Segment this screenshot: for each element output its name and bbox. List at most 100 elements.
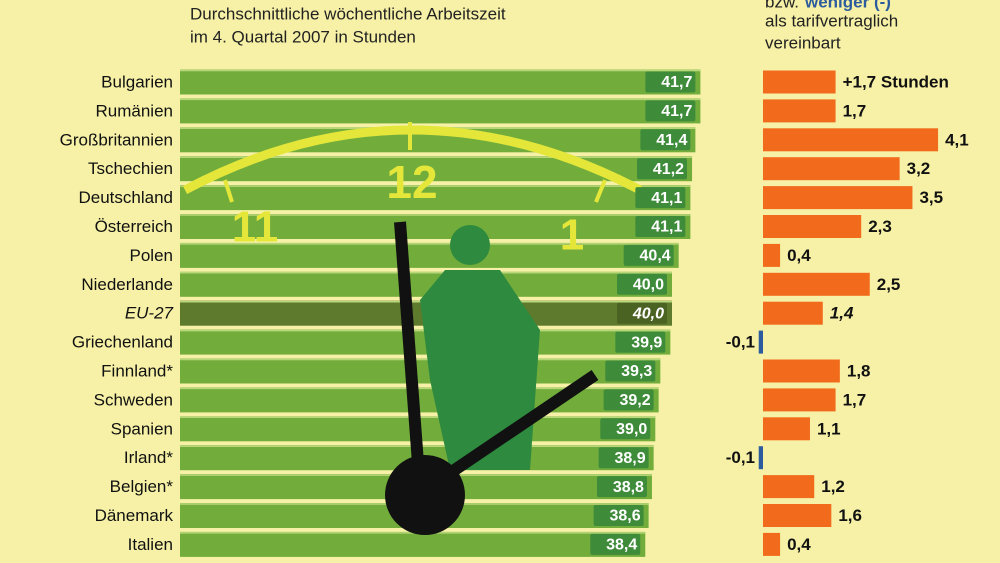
category-label: Deutschland bbox=[78, 188, 173, 207]
value-box bbox=[590, 533, 641, 555]
difference-bar bbox=[763, 186, 913, 210]
value-box bbox=[635, 187, 686, 209]
clock-tick bbox=[223, 179, 234, 203]
clock-number: 12 bbox=[386, 156, 437, 208]
category-label: Finnland* bbox=[101, 361, 173, 380]
category-label: Rumänien bbox=[96, 101, 174, 120]
value-label: 39,0 bbox=[616, 421, 647, 438]
difference-bar bbox=[763, 388, 836, 412]
category-label: Irland* bbox=[124, 448, 174, 467]
value-label: 41,2 bbox=[653, 161, 684, 178]
right-title: weniger (-) bbox=[804, 0, 891, 11]
value-box bbox=[596, 476, 647, 498]
bar bbox=[180, 69, 701, 95]
figure-body bbox=[420, 270, 540, 470]
right-title: als tarifvertraglich bbox=[765, 11, 898, 30]
difference-bar bbox=[758, 446, 763, 470]
clock-tick bbox=[594, 179, 607, 203]
value-label: 38,4 bbox=[606, 537, 637, 554]
difference-label: -0,1 bbox=[726, 448, 755, 467]
category-label: Griechenland bbox=[72, 333, 173, 352]
difference-label: -0,1 bbox=[726, 333, 755, 352]
value-label: 39,9 bbox=[631, 334, 662, 351]
value-box bbox=[615, 331, 666, 353]
clock-center bbox=[385, 455, 465, 535]
chart-title: im 4. Quartal 2007 in Stunden bbox=[190, 27, 416, 46]
clock-number: 1 bbox=[560, 211, 584, 260]
difference-label: 1,4 bbox=[830, 304, 854, 323]
difference-label: 2,5 bbox=[877, 275, 901, 294]
difference-label: 1,1 bbox=[817, 419, 841, 438]
value-label: 41,7 bbox=[661, 74, 692, 91]
bar bbox=[180, 185, 691, 211]
difference-bar bbox=[763, 417, 810, 441]
difference-bar bbox=[763, 504, 832, 527]
difference-bar bbox=[763, 272, 870, 296]
labels: 41,7 Bulgarien +1,7 Stunden 41,7 Rumänien 1,7… bbox=[60, 71, 969, 555]
difference-bar bbox=[763, 215, 862, 238]
bar bbox=[180, 271, 672, 297]
category-label: Bulgarien bbox=[101, 72, 173, 91]
value-box bbox=[598, 447, 649, 469]
category-label: Italien bbox=[128, 535, 173, 554]
difference-bar bbox=[763, 532, 781, 556]
difference-label: 1,6 bbox=[838, 506, 862, 525]
chart-title: Durchschnittliche wöchentliche Arbeitsze… bbox=[190, 4, 506, 23]
value-box bbox=[640, 129, 691, 151]
value-box bbox=[600, 418, 651, 440]
difference-label: 1,2 bbox=[821, 477, 845, 496]
category-label: Niederlande bbox=[81, 275, 173, 294]
difference-label: 3,5 bbox=[919, 188, 943, 207]
difference-bar bbox=[763, 243, 781, 267]
category-label: Dänemark bbox=[95, 506, 174, 525]
value-box bbox=[617, 302, 667, 324]
value-box bbox=[637, 158, 688, 180]
difference-bar bbox=[763, 128, 939, 152]
value-label: 38,6 bbox=[609, 508, 640, 525]
value-label: 39,3 bbox=[621, 363, 652, 380]
value-box bbox=[645, 100, 696, 122]
value-label: 38,8 bbox=[613, 479, 644, 496]
bar bbox=[180, 242, 679, 268]
value-label: 41,4 bbox=[656, 132, 687, 149]
difference-bar bbox=[763, 99, 836, 123]
difference-label: 0,4 bbox=[787, 535, 811, 554]
value-box bbox=[635, 216, 686, 237]
figure-head bbox=[450, 225, 490, 265]
clock-number: 11 bbox=[232, 203, 279, 252]
category-label: Österreich bbox=[95, 217, 173, 236]
difference-label: 3,2 bbox=[907, 159, 931, 178]
value-box bbox=[623, 244, 674, 266]
category-label: Belgien* bbox=[110, 477, 174, 496]
value-label: 40,4 bbox=[640, 248, 671, 265]
category-label: Tschechien bbox=[88, 159, 173, 178]
value-box bbox=[593, 505, 644, 526]
value-box bbox=[617, 273, 667, 295]
value-label: 40,0 bbox=[633, 277, 664, 294]
bar bbox=[180, 531, 646, 557]
value-label: 41,7 bbox=[661, 103, 692, 120]
value-label: 40,0 bbox=[632, 305, 664, 322]
difference-label: 1,8 bbox=[847, 361, 871, 380]
clock-hand bbox=[394, 221, 426, 491]
bar bbox=[180, 214, 691, 239]
value-box bbox=[603, 389, 654, 411]
difference-label: 4,1 bbox=[945, 130, 969, 149]
category-label: Schweden bbox=[94, 390, 173, 409]
difference-bar bbox=[763, 359, 840, 383]
value-label: 41,1 bbox=[651, 219, 682, 236]
difference-bar bbox=[763, 70, 836, 94]
category-label: EU-27 bbox=[125, 304, 174, 323]
right-title: vereinbart bbox=[765, 33, 841, 52]
value-box bbox=[645, 71, 696, 93]
value-label: 39,2 bbox=[619, 392, 650, 409]
value-label: 38,9 bbox=[614, 450, 645, 467]
difference-bar bbox=[758, 330, 763, 354]
difference-label: 2,3 bbox=[868, 217, 892, 236]
right-title: bzw. bbox=[765, 0, 799, 11]
difference-bar bbox=[763, 301, 823, 325]
difference-bar bbox=[763, 157, 900, 181]
value-label: 41,1 bbox=[651, 190, 682, 207]
category-label: Polen bbox=[130, 246, 173, 265]
